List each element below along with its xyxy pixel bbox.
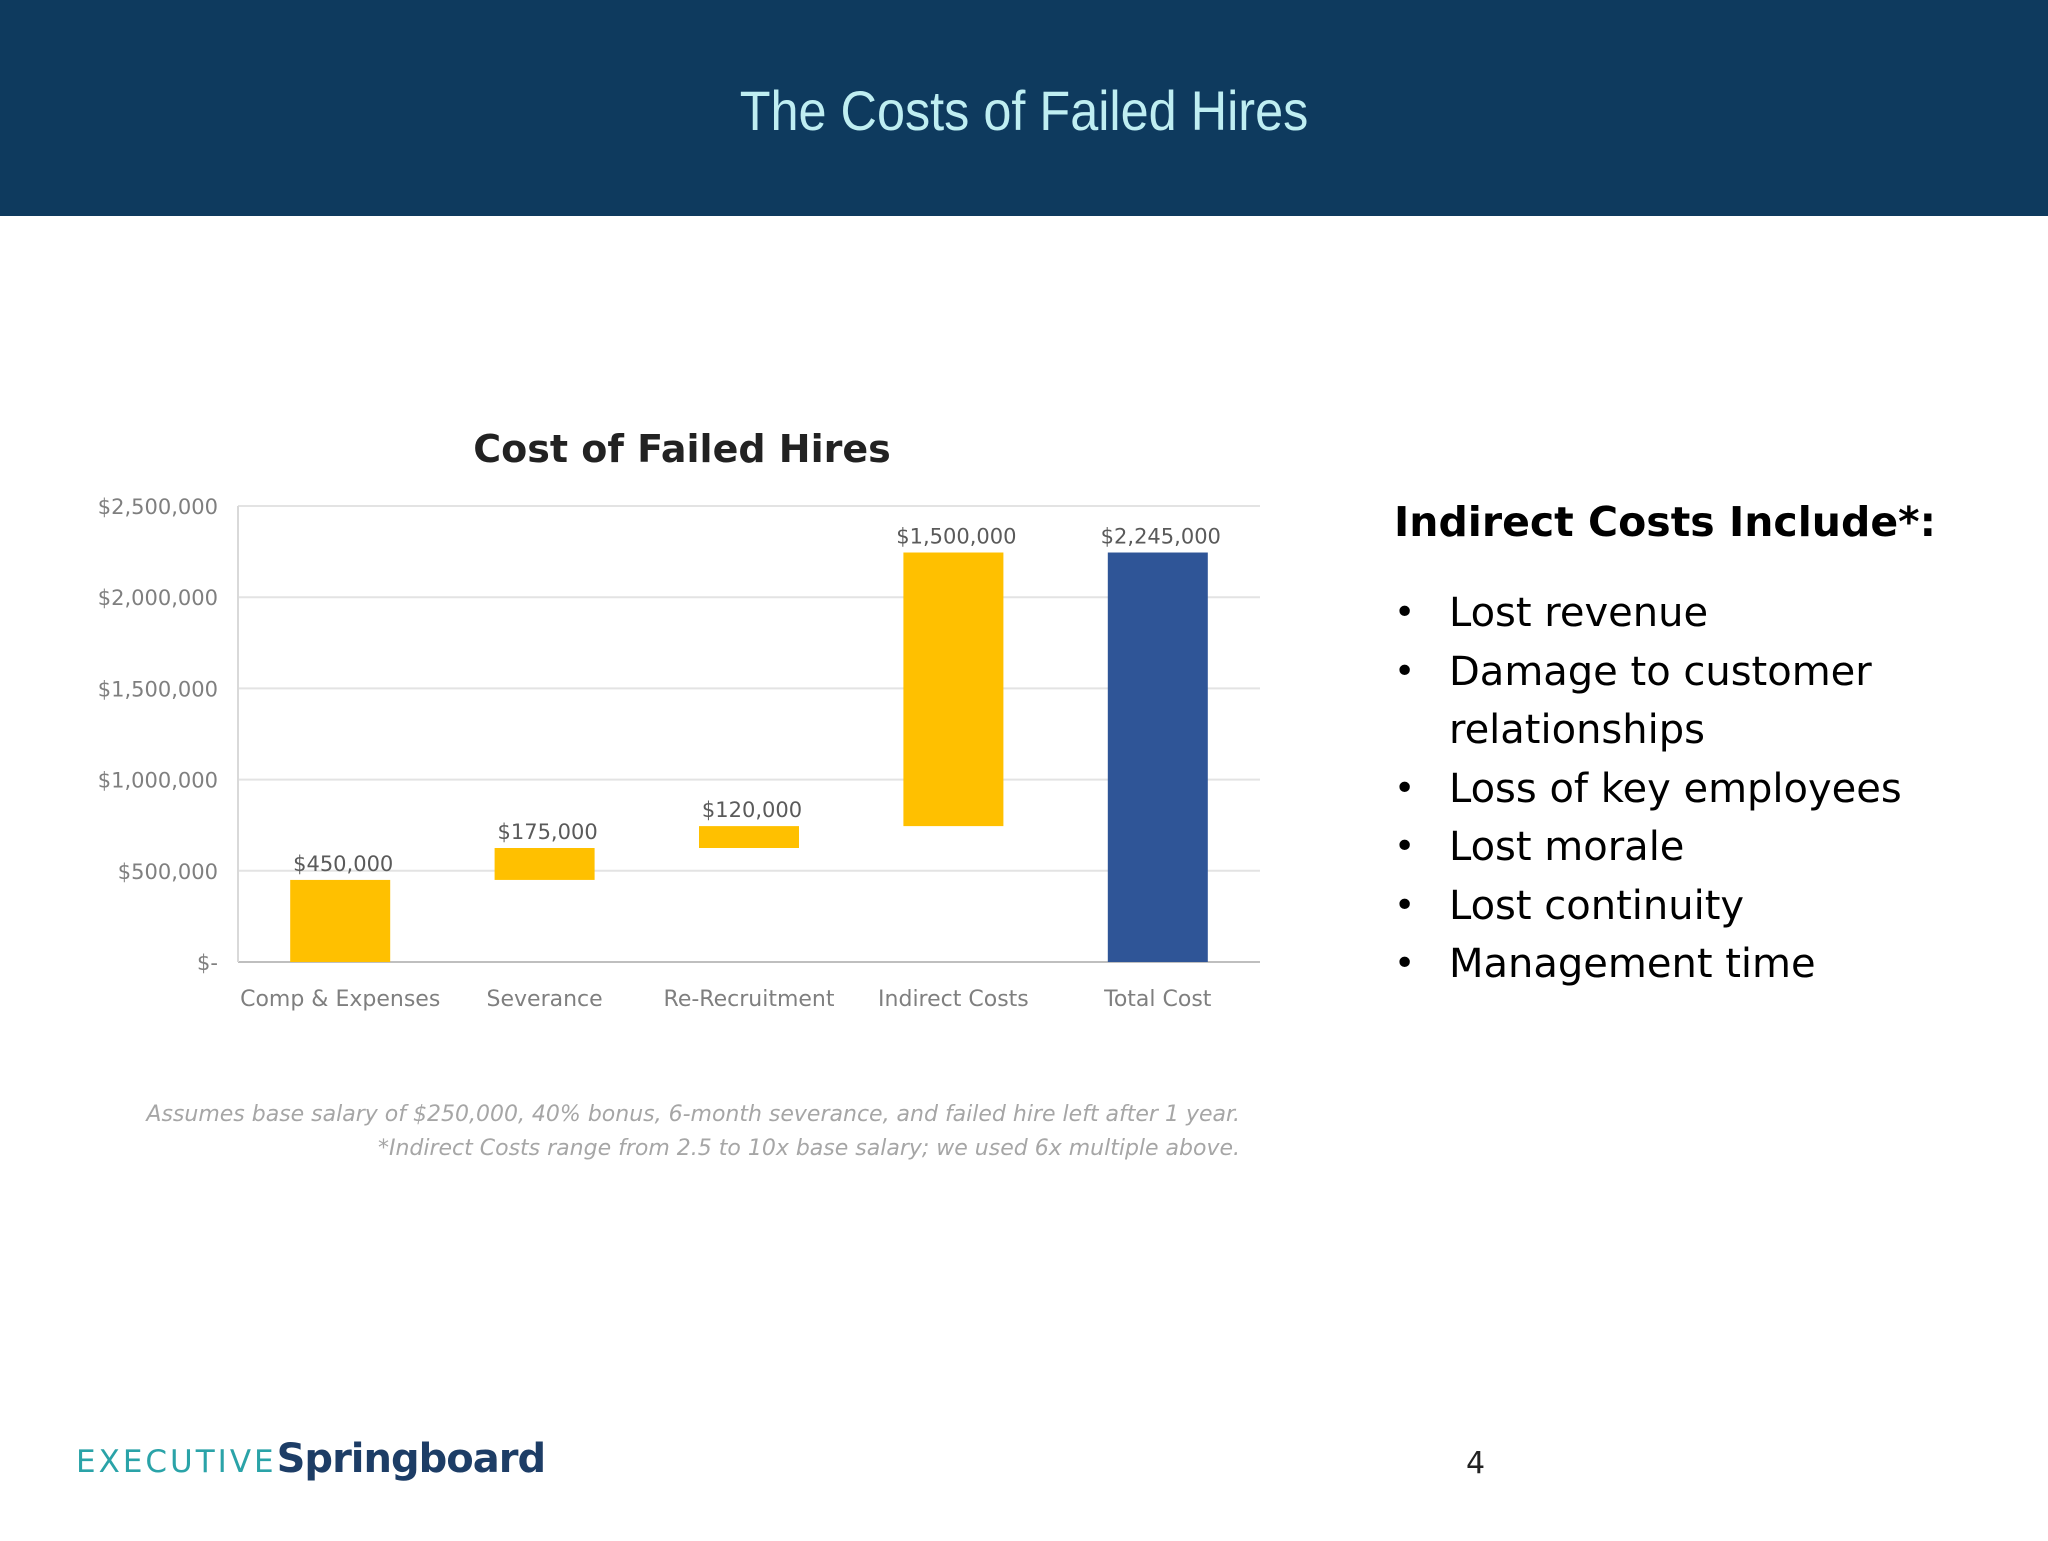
x-tick-label: Indirect Costs [878,987,1029,1012]
bullet-key-employees: Loss of key employees [1394,760,2014,819]
bar [903,552,1004,827]
x-tick-label: Severance [487,987,603,1012]
bar [494,848,595,880]
footnote-indirect-range: *Indirect Costs range from 2.5 to 10x ba… [377,1136,1240,1161]
data-label: $2,245,000 [1101,525,1221,549]
indirect-costs-list: Lost revenue Damage to customer relation… [1394,584,2014,994]
bar [290,879,391,962]
slide-header: The Costs of Failed Hires [0,0,2048,216]
y-tick-label: $2,500,000 [98,495,218,519]
bullet-lost-revenue: Lost revenue [1394,584,2014,643]
data-label: $120,000 [702,798,802,822]
chart-title: Cost of Failed Hires [473,427,890,471]
indirect-costs-heading: Indirect Costs Include*: [1394,498,1936,546]
y-tick-label: $1,000,000 [98,769,218,793]
y-tick-label: $- [197,951,218,975]
y-tick-label: $500,000 [118,860,218,884]
bullet-lost-continuity: Lost continuity [1394,877,2014,936]
footnote-assumptions: Assumes base salary of $250,000, 40% bon… [146,1102,1240,1127]
y-tick-label: $2,000,000 [98,586,218,610]
bullet-lost-morale: Lost morale [1394,818,2014,877]
slide-title: The Costs of Failed Hires [739,79,1309,142]
bullet-customer-relationships: Damage to customer relationships [1394,643,2014,760]
bullet-management-time: Management time [1394,935,2014,994]
y-tick-label: $1,500,000 [98,677,218,701]
logo-word-executive: EXECUTIVE [76,1444,277,1480]
x-tick-label: Total Cost [1103,987,1212,1012]
data-label: $450,000 [293,852,393,876]
page-number: 4 [1466,1446,1486,1481]
data-label: $1,500,000 [896,525,1016,549]
x-tick-label: Re-Recruitment [664,987,835,1012]
logo-word-springboard: Springboard [276,1436,546,1482]
bar [699,826,799,848]
bar [1107,552,1208,962]
executive-springboard-logo: EXECUTIVESpringboard [76,1436,546,1482]
data-label: $175,000 [497,820,597,844]
x-tick-label: Comp & Expenses [240,987,440,1012]
